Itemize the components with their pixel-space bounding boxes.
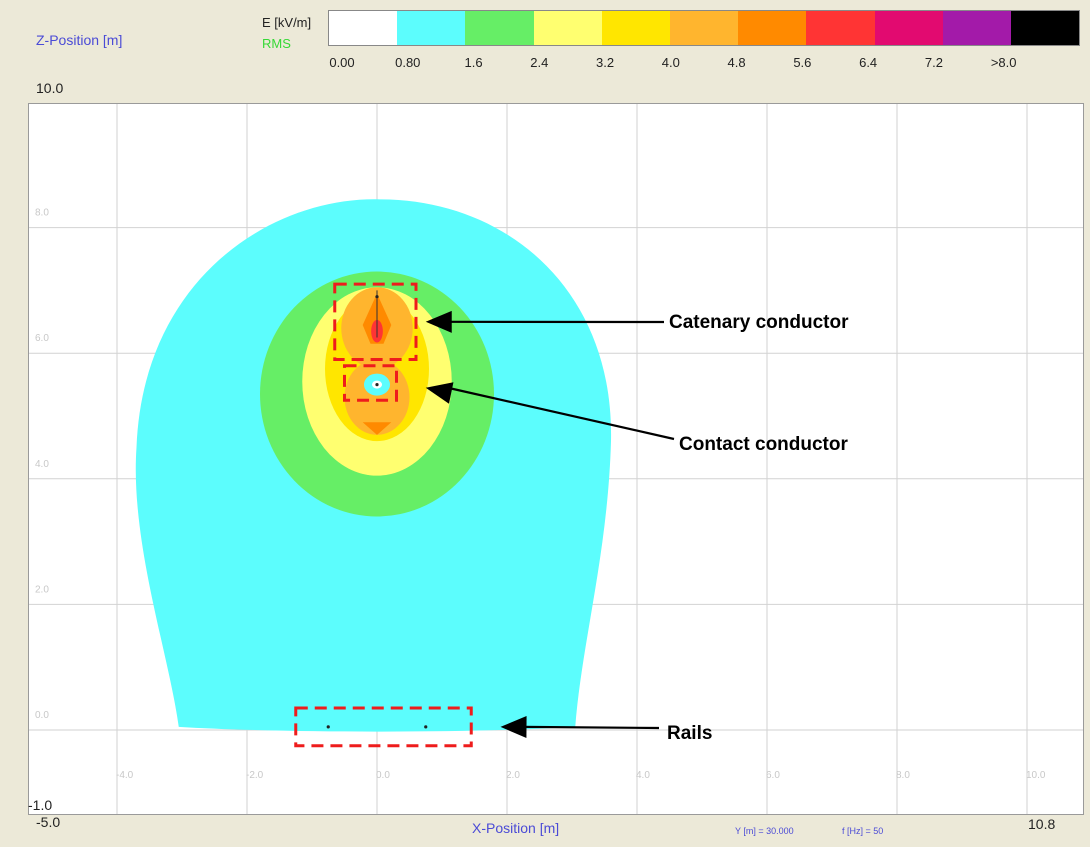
conductor-rail-left (326, 725, 330, 729)
colorbar-label-10: >8.0 (990, 55, 1017, 70)
x-tick-label-1: -2.0 (246, 770, 264, 781)
param-y: Y [m] = 30.000 (735, 826, 794, 836)
field-contours (135, 199, 612, 732)
colorbar-subtitle: RMS (262, 36, 291, 51)
colorbar-swatch-10 (1010, 11, 1080, 45)
conductor-markers (326, 295, 428, 729)
x-min-label: -5.0 (36, 814, 61, 830)
annotation-arrowhead-1 (425, 382, 454, 404)
annotation-label-0: Catenary conductor (669, 312, 849, 333)
colorbar-label-8: 6.4 (859, 55, 878, 70)
colorbar-swatch-0 (329, 11, 398, 45)
colorbar-label-2: 1.6 (464, 55, 483, 70)
conductor-rail-right (424, 725, 428, 729)
colorbar-swatch-5 (669, 11, 739, 45)
x-tick-label-5: 6.0 (766, 770, 780, 781)
annotation-box-2 (294, 706, 473, 748)
x-max-label: 10.8 (1028, 816, 1056, 832)
x-axis-title: X-Position [m] (472, 820, 560, 836)
conductor-contact (375, 383, 379, 387)
colorbar-swatch-4 (601, 11, 670, 45)
annotations: Catenary conductor Contact conductor Rails (294, 282, 849, 748)
z-axis-title: Z-Position [m] (36, 32, 123, 48)
contour-4.0-lower (344, 359, 410, 435)
x-tick-label-4: 4.0 (636, 770, 650, 781)
colorbar-swatch-9 (942, 11, 1011, 45)
colorbar (328, 10, 1080, 46)
x-tick-label-7: 10.0 (1026, 770, 1046, 781)
annotation-label-2: Rails (667, 723, 712, 744)
plot-area: -4.0 -2.0 0.0 2.0 4.0 6.0 8.0 10.0 0.0 2.0 4.0 6.0 8… (28, 103, 1084, 815)
colorbar-label-0: 0.00 (329, 55, 355, 70)
x-tick-label-3: 2.0 (506, 770, 520, 781)
colorbar-swatch-6 (738, 11, 807, 45)
colorbar-label-1: 0.80 (395, 55, 421, 70)
colorbar-swatch-7 (806, 11, 875, 45)
field-plot: -4.0 -2.0 0.0 2.0 4.0 6.0 8.0 10.0 0.0 2.0 4.0 6.0 8… (29, 104, 1083, 814)
z-tick-label-2: 4.0 (35, 459, 49, 470)
x-tick-label-0: -4.0 (116, 770, 134, 781)
colorbar-label-4: 3.2 (596, 55, 615, 70)
colorbar-swatch-3 (533, 11, 602, 45)
colorbar-swatch-2 (465, 11, 534, 45)
colorbar-label-6: 4.8 (727, 55, 746, 70)
annotation-arrowhead-0 (425, 310, 452, 333)
colorbar-label-7: 5.6 (793, 55, 812, 70)
y-min-label: -1.0 (28, 797, 53, 813)
param-f: f [Hz] = 50 (842, 826, 884, 836)
annotation-label-1: Contact conductor (679, 434, 848, 455)
annotation-arrow-line-1 (447, 386, 675, 441)
colorbar-label-3: 2.4 (530, 55, 549, 70)
annotation-box-0 (333, 282, 418, 361)
z-tick-label-4: 8.0 (35, 208, 49, 219)
z-tick-label-1: 2.0 (35, 584, 49, 595)
colorbar-label-9: 7.2 (924, 55, 943, 70)
annotation-arrow-line-2 (522, 725, 660, 730)
colorbar-swatch-1 (397, 11, 466, 45)
z-tick-label-0: 0.0 (35, 710, 49, 721)
annotation-box-1 (343, 364, 398, 402)
conductor-catenary (375, 295, 379, 299)
annotation-arrowhead-2 (500, 716, 527, 739)
x-tick-label-2: 0.0 (376, 770, 390, 781)
x-tick-label-6: 8.0 (896, 770, 910, 781)
y-max-label: 10.0 (36, 80, 64, 96)
z-tick-label-3: 6.0 (35, 333, 49, 344)
colorbar-title: E [kV/m] (262, 15, 312, 30)
colorbar-swatch-8 (874, 11, 943, 45)
contour-4.8-contact (362, 422, 392, 435)
colorbar-label-5: 4.0 (661, 55, 680, 70)
tick-labels: -4.0 -2.0 0.0 2.0 4.0 6.0 8.0 10.0 0.0 2.0 4.0 6.0 8… (35, 208, 1046, 781)
